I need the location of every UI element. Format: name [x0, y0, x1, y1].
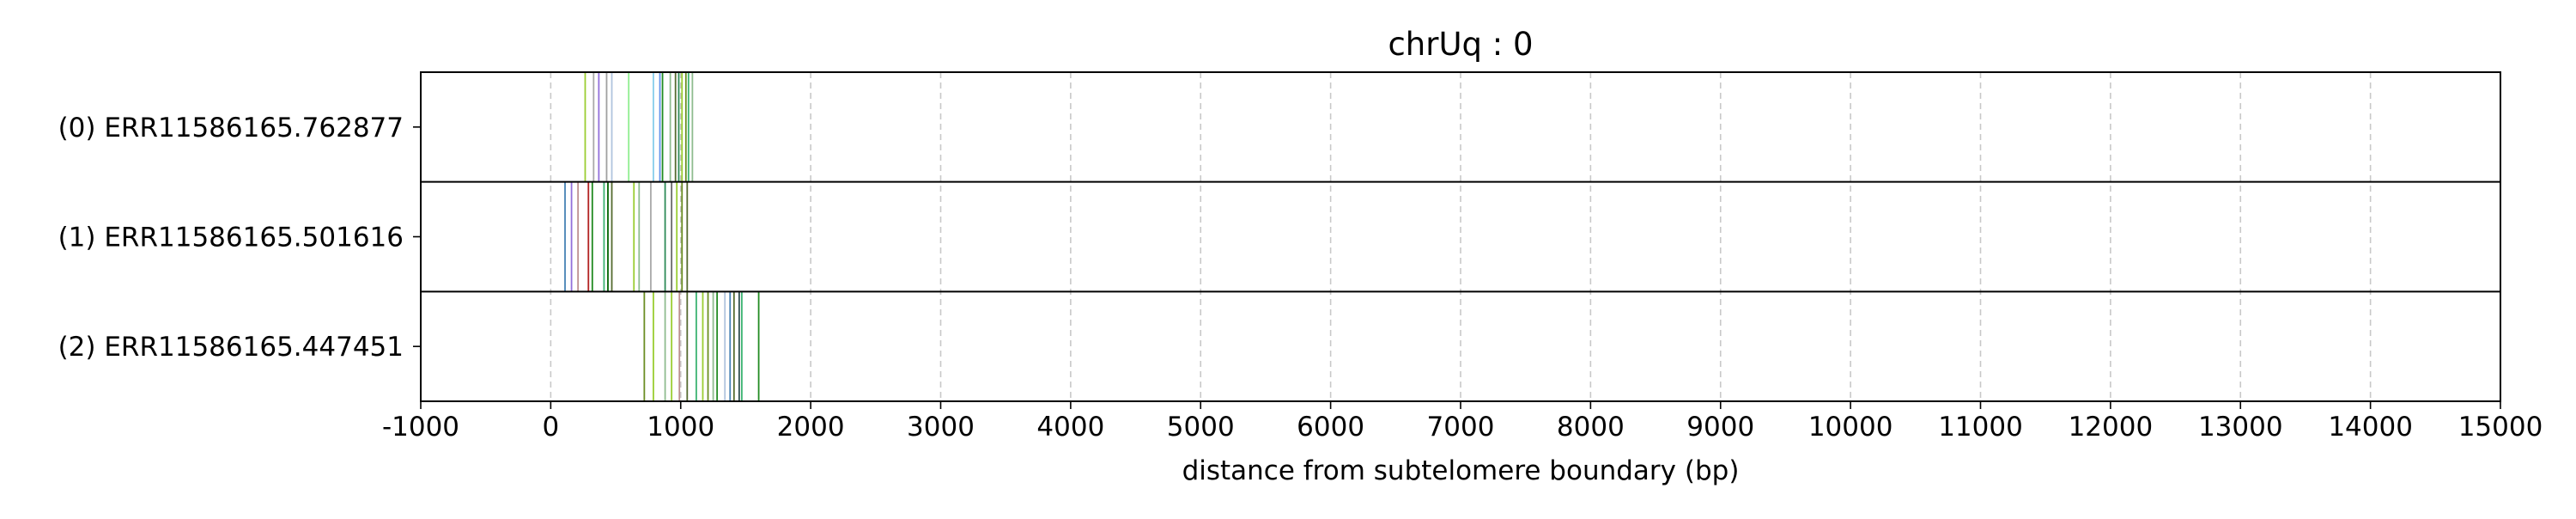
- x-tick-label: 12000: [2069, 412, 2154, 443]
- chart-title: chrUq : 0: [1388, 26, 1533, 63]
- row-labels: (0) ERR11586165.762877 (1) ERR11586165.50…: [58, 113, 421, 363]
- x-tick-label: 1000: [647, 412, 714, 443]
- x-tick-label: 2000: [777, 412, 845, 443]
- x-tick-label: 13000: [2198, 412, 2283, 443]
- x-tick-label: 10000: [1808, 412, 1893, 443]
- grid-layer: [420, 72, 2501, 401]
- x-tick-label: 11000: [1938, 412, 2023, 443]
- x-tick-label: 5000: [1167, 412, 1235, 443]
- x-tick-label: 6000: [1297, 412, 1364, 443]
- x-tick-label: 4000: [1036, 412, 1104, 443]
- x-tick-label: 0: [543, 412, 560, 443]
- marks-layer: [564, 72, 760, 401]
- x-tick-label: 15000: [2458, 412, 2543, 443]
- x-axis-ticks: -1000 0 1000 2000 3000 4000 5000 6000 7000 8000 90…: [382, 401, 2543, 443]
- x-tick-label: 9000: [1686, 412, 1754, 443]
- row-label: (0) ERR11586165.762877: [58, 113, 404, 143]
- x-tick-label: 14000: [2328, 412, 2413, 443]
- row-label: (2) ERR11586165.447451: [58, 332, 404, 363]
- x-tick-label: 3000: [907, 412, 975, 443]
- x-tick-label: 7000: [1427, 412, 1495, 443]
- x-axis-label: distance from subtelomere boundary (bp): [1182, 455, 1740, 486]
- row-label: (1) ERR11586165.501616: [58, 223, 404, 253]
- x-tick-label: -1000: [382, 412, 459, 443]
- x-tick-label: 8000: [1557, 412, 1625, 443]
